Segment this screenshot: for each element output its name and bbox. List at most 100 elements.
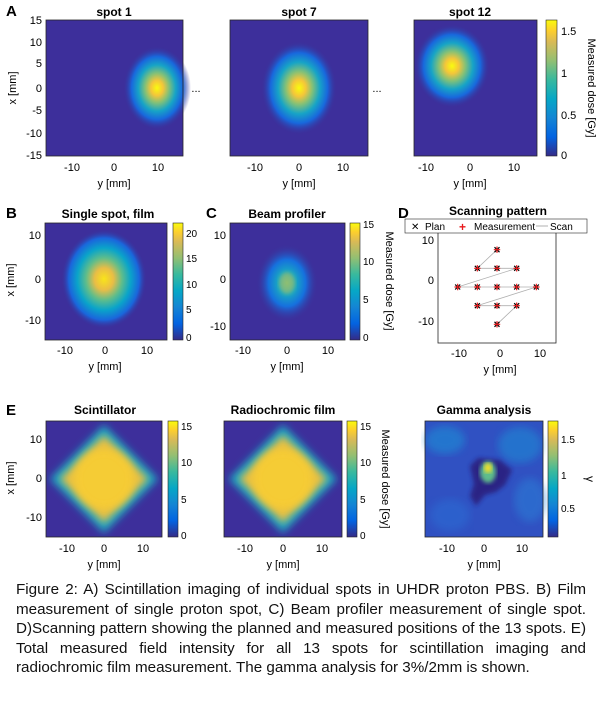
beam-profiler-plot: Beam profiler xyxy=(229,207,346,341)
svg-text:10: 10 xyxy=(422,235,434,247)
gamma-colorbar: 1.5 1 0.5 γ xyxy=(547,420,597,538)
c-x-axis: -10 0 10 xyxy=(235,345,334,357)
gamma-analysis-plot: Gamma analysis xyxy=(424,403,546,538)
svg-text:0: 0 xyxy=(360,531,366,542)
svg-text:-15: -15 xyxy=(26,150,42,162)
svg-text:0: 0 xyxy=(481,543,487,555)
panel-letter-b: B xyxy=(6,205,17,222)
svg-text:5: 5 xyxy=(186,305,192,316)
measurement-point-11 xyxy=(493,302,501,309)
a7-xlabel: y [mm] xyxy=(283,178,316,190)
legend-scan-label: Scan xyxy=(550,222,573,233)
svg-text:-5: -5 xyxy=(32,105,42,117)
scint-title: Scintillator xyxy=(74,403,136,417)
figure-2: A spot 1 15 10 5 0 -5 -10 -15 x [mm] -10… xyxy=(5,3,597,571)
a7-x-axis: -10 0 10 xyxy=(247,162,349,174)
svg-text:0: 0 xyxy=(280,543,286,555)
panel-letter-d: D xyxy=(398,205,409,222)
svg-text:-10: -10 xyxy=(418,162,434,174)
svg-text:10: 10 xyxy=(360,458,372,469)
figure-caption: Figure 2: A) Scintillation imaging of in… xyxy=(16,581,586,676)
measurement-point-5 xyxy=(454,283,461,291)
measurement-point-10 xyxy=(474,302,481,309)
b-colorbar: 20 15 10 5 0 xyxy=(172,222,198,344)
svg-text:10: 10 xyxy=(316,543,328,555)
svg-text:10: 10 xyxy=(516,543,528,555)
svg-text:0: 0 xyxy=(36,473,42,485)
measurement-point-9 xyxy=(533,283,540,291)
svg-text:15: 15 xyxy=(363,220,375,231)
svg-text:0: 0 xyxy=(102,345,108,357)
svg-text:1.5: 1.5 xyxy=(561,26,576,38)
d-x-axis: -10 0 10 xyxy=(451,348,546,360)
gamma-title: Gamma analysis xyxy=(437,403,532,417)
e-gamma-xlabel: y [mm] xyxy=(468,559,501,571)
svg-text:0: 0 xyxy=(284,345,290,357)
svg-text:10: 10 xyxy=(152,162,164,174)
svg-text:1: 1 xyxy=(561,68,567,80)
svg-text:5: 5 xyxy=(363,295,369,306)
c-colorbar: 15 10 5 0 Measured dose [Gy] xyxy=(349,220,395,344)
a-ellipsis-2: ... xyxy=(372,83,381,95)
a1-x-axis: -10 0 10 xyxy=(64,162,164,174)
a12-x-axis: -10 0 10 xyxy=(418,162,520,174)
svg-text:10: 10 xyxy=(181,458,193,469)
radiochromic-film-plot: Radiochromic film xyxy=(223,403,343,538)
d-legend: ✕ Plan + Measurement Scan xyxy=(404,218,588,234)
gamma-colorbar-label: γ xyxy=(583,476,597,482)
svg-text:10: 10 xyxy=(363,257,375,268)
svg-text:10: 10 xyxy=(508,162,520,174)
svg-text:0: 0 xyxy=(186,333,192,344)
svg-text:1.5: 1.5 xyxy=(561,435,575,446)
spot12-title: spot 12 xyxy=(449,5,491,19)
c-xlabel: y [mm] xyxy=(271,361,304,373)
svg-text:15: 15 xyxy=(181,422,193,433)
c-colorbar-label: Measured dose [Gy] xyxy=(383,231,395,330)
svg-text:-10: -10 xyxy=(418,316,434,328)
measurement-point-4 xyxy=(513,265,520,272)
svg-text:-10: -10 xyxy=(237,543,253,555)
svg-text:10: 10 xyxy=(337,162,349,174)
measurement-point-3 xyxy=(493,265,501,272)
a-ylabel: x [mm] xyxy=(7,72,19,105)
spot1-plot: spot 1 xyxy=(45,5,191,157)
e-ylabel: x [mm] xyxy=(5,462,17,495)
spot7-plot: spot 7 xyxy=(229,5,369,157)
b-ylabel: x [mm] xyxy=(5,264,17,297)
spot7-title: spot 7 xyxy=(281,5,317,19)
e-colorbar-label: Measured dose [Gy] xyxy=(379,429,391,528)
svg-text:-10: -10 xyxy=(235,345,251,357)
legend-measurement-label: Measurement xyxy=(474,222,535,233)
svg-text:0.5: 0.5 xyxy=(561,110,576,122)
panel-letter-a: A xyxy=(6,3,17,20)
svg-text:-10: -10 xyxy=(247,162,263,174)
scanning-pattern-plot xyxy=(454,246,540,328)
panel-letter-e: E xyxy=(6,402,16,419)
svg-text:-10: -10 xyxy=(26,128,42,140)
a-y-axis: 15 10 5 0 -5 -10 -15 xyxy=(26,15,42,162)
c-y-axis: 10 0 -10 xyxy=(210,230,226,333)
b-x-axis: -10 0 10 xyxy=(57,345,153,357)
a-colorbar: 1.5 1 0.5 0 Measured dose [Gy] xyxy=(545,19,597,162)
b-y-axis: 10 0 -10 xyxy=(25,230,41,327)
svg-text:-10: -10 xyxy=(451,348,467,360)
e-scint-x-axis: -10 0 10 xyxy=(59,543,149,555)
measurement-point-2 xyxy=(474,265,481,272)
svg-text:20: 20 xyxy=(186,229,198,240)
svg-text:0: 0 xyxy=(428,275,434,287)
svg-text:10: 10 xyxy=(137,543,149,555)
svg-text:0: 0 xyxy=(101,543,107,555)
e-scint-colorbar: 15 10 5 0 xyxy=(167,420,193,542)
svg-text:0: 0 xyxy=(363,333,369,344)
svg-text:0: 0 xyxy=(111,162,117,174)
svg-text:10: 10 xyxy=(214,230,226,242)
svg-text:0: 0 xyxy=(36,83,42,95)
svg-text:10: 10 xyxy=(534,348,546,360)
svg-text:15: 15 xyxy=(186,254,198,265)
e-film-xlabel: y [mm] xyxy=(267,559,300,571)
measurement-point-8 xyxy=(513,283,520,291)
svg-text:0: 0 xyxy=(220,274,226,286)
measurement-point-13 xyxy=(493,321,501,328)
a-ellipsis-1: ... xyxy=(191,83,200,95)
svg-text:15: 15 xyxy=(30,15,42,27)
